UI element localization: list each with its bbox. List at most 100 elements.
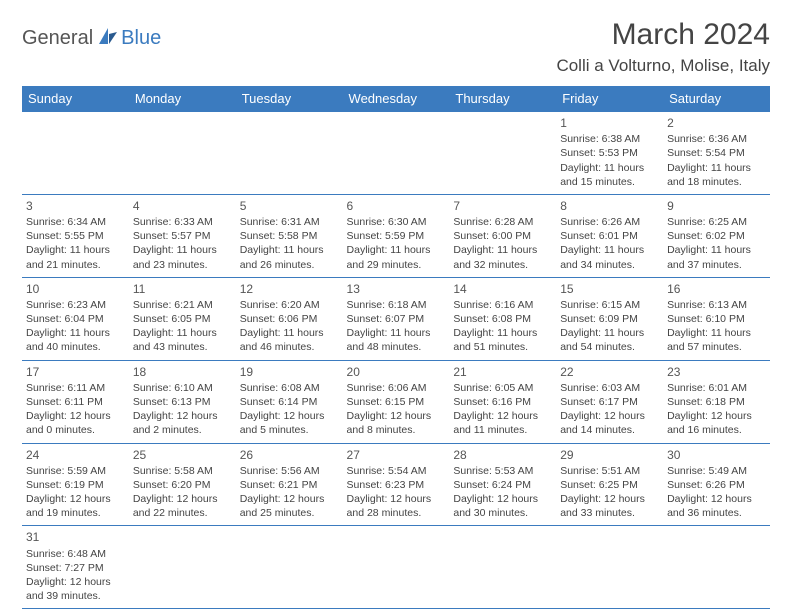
- sunset-line: Sunset: 6:25 PM: [560, 478, 659, 492]
- day-cell: 10Sunrise: 6:23 AMSunset: 6:04 PMDayligh…: [22, 277, 129, 360]
- day-number: 1: [560, 115, 659, 131]
- daylight-line: Daylight: 11 hours and 26 minutes.: [240, 243, 339, 271]
- weekday-header: Sunday: [22, 86, 129, 112]
- empty-cell: [449, 526, 556, 609]
- day-number: 20: [347, 364, 446, 380]
- calendar-table: SundayMondayTuesdayWednesdayThursdayFrid…: [22, 86, 770, 609]
- calendar-row: 17Sunrise: 6:11 AMSunset: 6:11 PMDayligh…: [22, 360, 770, 443]
- sunrise-line: Sunrise: 5:53 AM: [453, 464, 552, 478]
- weekday-header-row: SundayMondayTuesdayWednesdayThursdayFrid…: [22, 86, 770, 112]
- day-cell: 16Sunrise: 6:13 AMSunset: 6:10 PMDayligh…: [663, 277, 770, 360]
- daylight-line: Daylight: 11 hours and 37 minutes.: [667, 243, 766, 271]
- sunrise-line: Sunrise: 6:36 AM: [667, 132, 766, 146]
- sunset-line: Sunset: 6:26 PM: [667, 478, 766, 492]
- day-number: 3: [26, 198, 125, 214]
- sunset-line: Sunset: 6:09 PM: [560, 312, 659, 326]
- day-cell: 1Sunrise: 6:38 AMSunset: 5:53 PMDaylight…: [556, 112, 663, 195]
- calendar-row: 24Sunrise: 5:59 AMSunset: 6:19 PMDayligh…: [22, 443, 770, 526]
- day-number: 19: [240, 364, 339, 380]
- weekday-header: Tuesday: [236, 86, 343, 112]
- weekday-header: Friday: [556, 86, 663, 112]
- sunset-line: Sunset: 6:24 PM: [453, 478, 552, 492]
- sunset-line: Sunset: 5:55 PM: [26, 229, 125, 243]
- sunset-line: Sunset: 6:17 PM: [560, 395, 659, 409]
- sunset-line: Sunset: 5:57 PM: [133, 229, 232, 243]
- sunrise-line: Sunrise: 6:16 AM: [453, 298, 552, 312]
- title-block: March 2024 Colli a Volturno, Molise, Ita…: [556, 18, 770, 76]
- sunset-line: Sunset: 6:05 PM: [133, 312, 232, 326]
- day-cell: 13Sunrise: 6:18 AMSunset: 6:07 PMDayligh…: [343, 277, 450, 360]
- calendar-row: 1Sunrise: 6:38 AMSunset: 5:53 PMDaylight…: [22, 112, 770, 195]
- day-cell: 29Sunrise: 5:51 AMSunset: 6:25 PMDayligh…: [556, 443, 663, 526]
- sunset-line: Sunset: 6:15 PM: [347, 395, 446, 409]
- day-number: 4: [133, 198, 232, 214]
- day-number: 28: [453, 447, 552, 463]
- sunrise-line: Sunrise: 5:59 AM: [26, 464, 125, 478]
- empty-cell: [129, 112, 236, 195]
- day-cell: 23Sunrise: 6:01 AMSunset: 6:18 PMDayligh…: [663, 360, 770, 443]
- daylight-line: Daylight: 11 hours and 23 minutes.: [133, 243, 232, 271]
- day-cell: 31Sunrise: 6:48 AMSunset: 7:27 PMDayligh…: [22, 526, 129, 609]
- sunset-line: Sunset: 6:04 PM: [26, 312, 125, 326]
- sunrise-line: Sunrise: 6:23 AM: [26, 298, 125, 312]
- sunrise-line: Sunrise: 5:58 AM: [133, 464, 232, 478]
- daylight-line: Daylight: 12 hours and 33 minutes.: [560, 492, 659, 520]
- daylight-line: Daylight: 12 hours and 16 minutes.: [667, 409, 766, 437]
- sunrise-line: Sunrise: 6:38 AM: [560, 132, 659, 146]
- daylight-line: Daylight: 12 hours and 8 minutes.: [347, 409, 446, 437]
- day-cell: 28Sunrise: 5:53 AMSunset: 6:24 PMDayligh…: [449, 443, 556, 526]
- logo-sail-icon: [97, 26, 119, 51]
- day-cell: 7Sunrise: 6:28 AMSunset: 6:00 PMDaylight…: [449, 194, 556, 277]
- daylight-line: Daylight: 11 hours and 46 minutes.: [240, 326, 339, 354]
- daylight-line: Daylight: 12 hours and 19 minutes.: [26, 492, 125, 520]
- day-cell: 3Sunrise: 6:34 AMSunset: 5:55 PMDaylight…: [22, 194, 129, 277]
- daylight-line: Daylight: 11 hours and 18 minutes.: [667, 161, 766, 189]
- sunset-line: Sunset: 6:08 PM: [453, 312, 552, 326]
- day-cell: 11Sunrise: 6:21 AMSunset: 6:05 PMDayligh…: [129, 277, 236, 360]
- daylight-line: Daylight: 11 hours and 40 minutes.: [26, 326, 125, 354]
- day-number: 22: [560, 364, 659, 380]
- daylight-line: Daylight: 11 hours and 21 minutes.: [26, 243, 125, 271]
- empty-cell: [343, 112, 450, 195]
- sunrise-line: Sunrise: 6:31 AM: [240, 215, 339, 229]
- sunset-line: Sunset: 5:59 PM: [347, 229, 446, 243]
- sunrise-line: Sunrise: 6:48 AM: [26, 547, 125, 561]
- sunrise-line: Sunrise: 6:08 AM: [240, 381, 339, 395]
- sunset-line: Sunset: 6:19 PM: [26, 478, 125, 492]
- day-cell: 17Sunrise: 6:11 AMSunset: 6:11 PMDayligh…: [22, 360, 129, 443]
- daylight-line: Daylight: 11 hours and 51 minutes.: [453, 326, 552, 354]
- logo-text-general: General: [22, 27, 93, 50]
- sunset-line: Sunset: 6:13 PM: [133, 395, 232, 409]
- sunset-line: Sunset: 6:07 PM: [347, 312, 446, 326]
- day-cell: 30Sunrise: 5:49 AMSunset: 6:26 PMDayligh…: [663, 443, 770, 526]
- sunset-line: Sunset: 7:27 PM: [26, 561, 125, 575]
- day-number: 21: [453, 364, 552, 380]
- day-number: 7: [453, 198, 552, 214]
- daylight-line: Daylight: 11 hours and 32 minutes.: [453, 243, 552, 271]
- weekday-header: Thursday: [449, 86, 556, 112]
- sunrise-line: Sunrise: 6:28 AM: [453, 215, 552, 229]
- daylight-line: Daylight: 11 hours and 29 minutes.: [347, 243, 446, 271]
- day-number: 13: [347, 281, 446, 297]
- sunrise-line: Sunrise: 6:34 AM: [26, 215, 125, 229]
- sunset-line: Sunset: 6:11 PM: [26, 395, 125, 409]
- sunset-line: Sunset: 6:10 PM: [667, 312, 766, 326]
- sunrise-line: Sunrise: 6:10 AM: [133, 381, 232, 395]
- day-number: 2: [667, 115, 766, 131]
- calendar-body: 1Sunrise: 6:38 AMSunset: 5:53 PMDaylight…: [22, 112, 770, 609]
- sunrise-line: Sunrise: 5:54 AM: [347, 464, 446, 478]
- empty-cell: [236, 112, 343, 195]
- sunset-line: Sunset: 6:01 PM: [560, 229, 659, 243]
- empty-cell: [22, 112, 129, 195]
- day-cell: 24Sunrise: 5:59 AMSunset: 6:19 PMDayligh…: [22, 443, 129, 526]
- daylight-line: Daylight: 12 hours and 14 minutes.: [560, 409, 659, 437]
- sunset-line: Sunset: 6:21 PM: [240, 478, 339, 492]
- sunrise-line: Sunrise: 6:13 AM: [667, 298, 766, 312]
- empty-cell: [236, 526, 343, 609]
- sunset-line: Sunset: 6:02 PM: [667, 229, 766, 243]
- day-cell: 9Sunrise: 6:25 AMSunset: 6:02 PMDaylight…: [663, 194, 770, 277]
- empty-cell: [129, 526, 236, 609]
- day-cell: 20Sunrise: 6:06 AMSunset: 6:15 PMDayligh…: [343, 360, 450, 443]
- daylight-line: Daylight: 12 hours and 28 minutes.: [347, 492, 446, 520]
- day-cell: 4Sunrise: 6:33 AMSunset: 5:57 PMDaylight…: [129, 194, 236, 277]
